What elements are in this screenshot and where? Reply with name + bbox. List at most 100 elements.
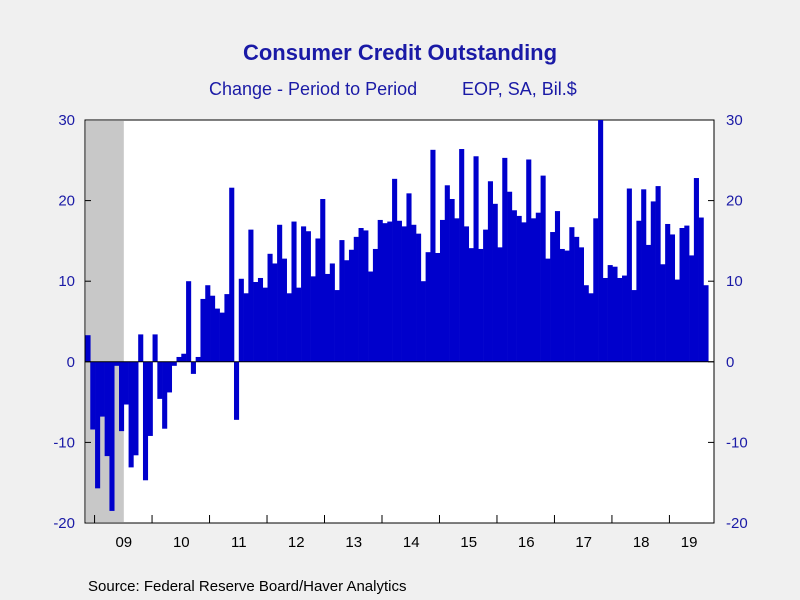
y-tick-label-left: -10 [53, 434, 75, 451]
bar [598, 120, 604, 362]
bar [219, 312, 225, 362]
bar [257, 277, 264, 362]
bar [569, 227, 575, 362]
bar [291, 221, 297, 362]
bar [617, 277, 623, 362]
bar [272, 263, 278, 362]
bar [655, 186, 661, 362]
bar [320, 198, 326, 362]
bar [104, 361, 110, 457]
bar [444, 185, 450, 362]
bar [416, 233, 422, 362]
bar [396, 220, 402, 362]
bar [248, 229, 254, 362]
y-tick-label-right: 20 [726, 193, 743, 210]
bar [660, 264, 666, 362]
bar [243, 293, 249, 362]
y-tick-label-right: -10 [726, 434, 748, 451]
bar [162, 361, 168, 429]
bar [99, 361, 105, 417]
bar [210, 295, 216, 362]
bar [301, 226, 307, 362]
bar [142, 361, 149, 481]
y-tick-label-left: -20 [53, 515, 75, 532]
bar [138, 334, 144, 362]
y-tick-label-right: 30 [726, 112, 743, 129]
bar [526, 159, 532, 362]
bar [468, 248, 474, 362]
bar [535, 212, 541, 362]
bar [253, 282, 259, 362]
bar [698, 217, 704, 362]
bar [674, 279, 680, 362]
bar [689, 255, 695, 362]
bar [229, 187, 235, 362]
bar [703, 285, 709, 362]
bar [622, 275, 628, 362]
bar [473, 156, 479, 362]
recession-band [86, 121, 124, 522]
bar [492, 203, 498, 362]
y-tick-label-left: 0 [67, 354, 75, 371]
x-tick-label: 11 [231, 534, 247, 551]
x-tick-label: 14 [403, 534, 420, 551]
bar [286, 293, 292, 362]
bar [545, 258, 551, 362]
y-tick-label-left: 10 [58, 273, 75, 290]
bar [454, 218, 460, 362]
bar [171, 361, 177, 366]
chart-subtitle-left: Change - Period to Period [209, 79, 418, 99]
bar [133, 361, 139, 456]
bar [147, 361, 153, 436]
bar [645, 244, 652, 362]
bar [631, 290, 637, 362]
recession-shading-group [86, 121, 124, 522]
bar [439, 219, 446, 362]
bar [669, 234, 676, 362]
bar [588, 293, 594, 362]
y-tick-label-right: -20 [726, 515, 748, 532]
bar [262, 287, 268, 362]
bar [119, 361, 125, 432]
bar [334, 290, 340, 362]
bar [497, 247, 503, 362]
bar [583, 285, 589, 362]
bar [641, 189, 647, 362]
bar [602, 277, 608, 362]
bar [459, 149, 465, 362]
bar [296, 287, 302, 362]
bar [507, 191, 513, 362]
bar [85, 335, 91, 362]
bar [305, 231, 311, 362]
bar [540, 175, 546, 362]
bar [315, 238, 321, 362]
bar [502, 157, 508, 362]
bar [281, 258, 287, 362]
bar [430, 149, 436, 362]
bar [325, 273, 331, 362]
x-tick-label: 13 [345, 534, 362, 551]
bar [511, 210, 517, 362]
bar [392, 178, 398, 362]
bar [363, 230, 369, 362]
chart-title: Consumer Credit Outstanding [242, 40, 558, 65]
bar [166, 361, 173, 393]
bar [109, 361, 115, 511]
bar [157, 361, 163, 399]
y-tick-label-left: 20 [58, 193, 75, 210]
bar [214, 308, 220, 362]
bar [554, 211, 561, 362]
bar [550, 232, 556, 362]
bar [684, 225, 690, 362]
bar [559, 248, 565, 362]
bar [650, 201, 656, 362]
source-note: Source: Federal Reserve Board/Haver Anal… [88, 578, 407, 595]
y-tick-label-right: 0 [726, 354, 734, 371]
bar [478, 248, 484, 362]
bar [205, 285, 211, 362]
x-tick-label: 18 [633, 534, 650, 551]
bar [90, 361, 96, 430]
bar [564, 250, 570, 362]
bar [607, 265, 613, 362]
bar [348, 249, 355, 362]
